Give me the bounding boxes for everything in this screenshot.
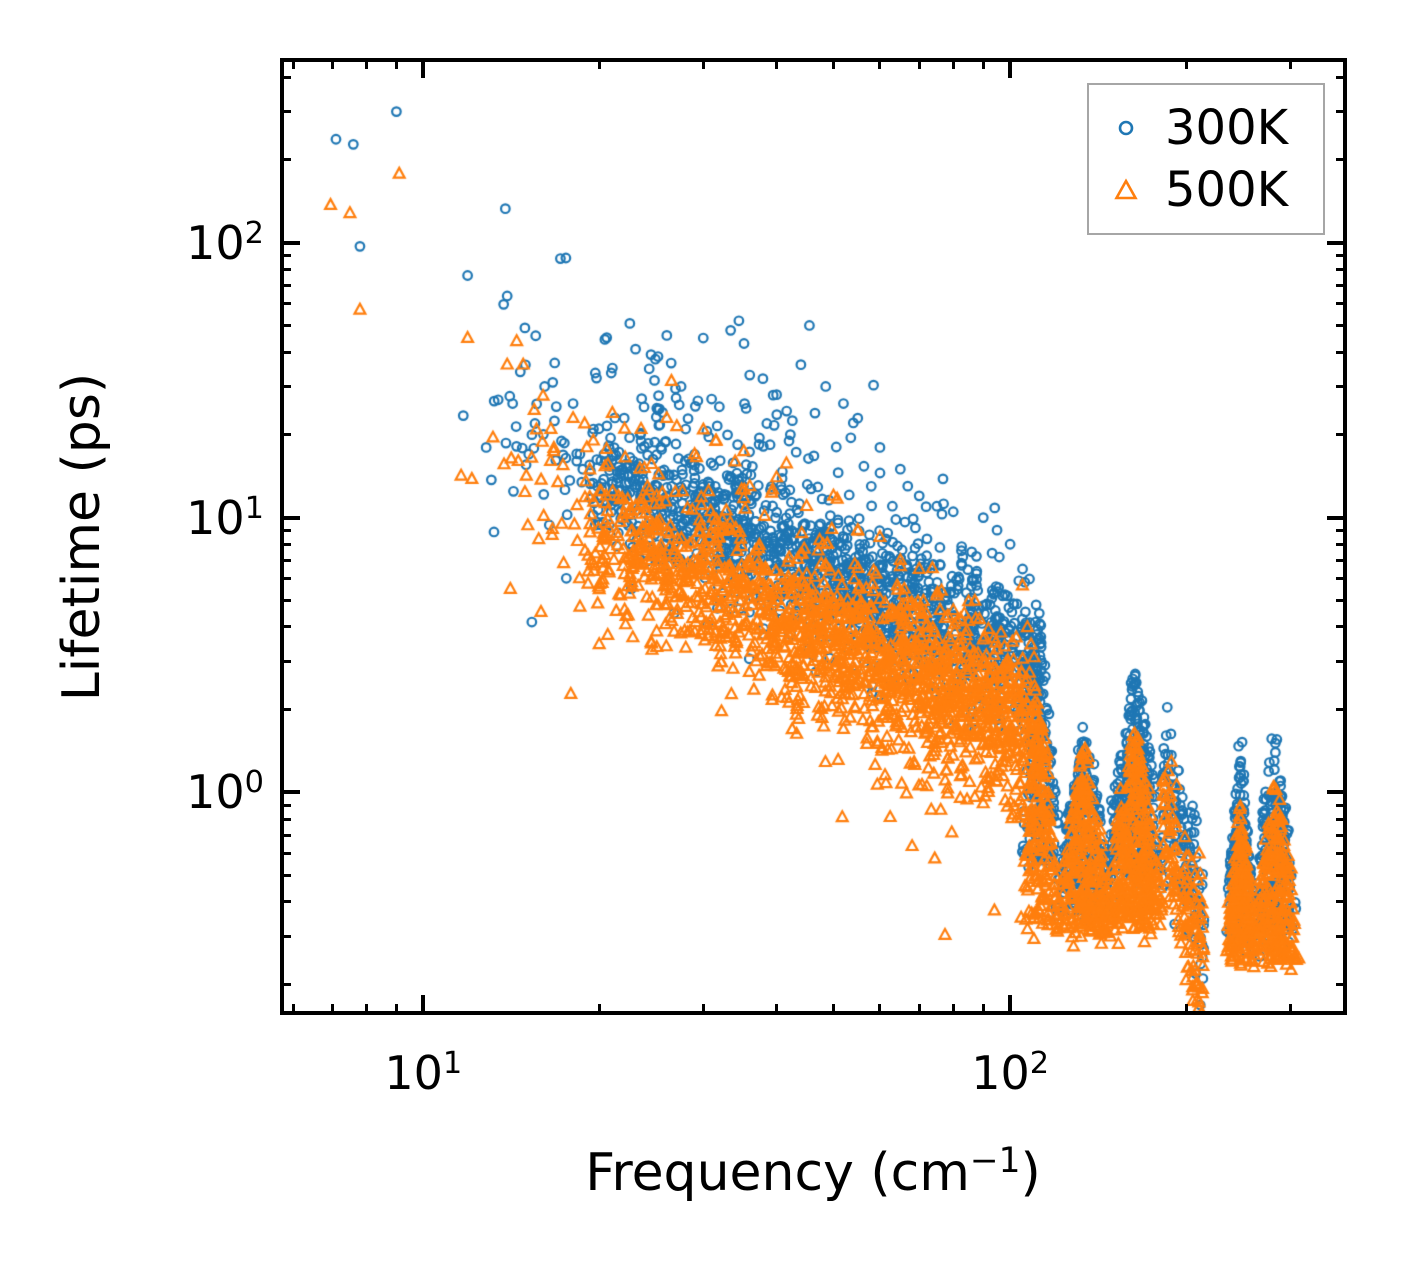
y-axis-label: Lifetime (ps) [52,372,112,702]
x-tick-label: 101 [384,1045,463,1101]
legend-entry-300k: 300K [1111,104,1323,152]
legend-label-300k: 300K [1165,99,1289,156]
circle-marker-icon [1111,115,1141,141]
triangle-marker-icon [1111,177,1141,203]
x-axis-label-pre: Frequency (cm [585,1143,970,1204]
legend: 300K 500K [1087,83,1325,235]
legend-label-500k: 500K [1165,162,1289,219]
y-tick-label: 101 [186,490,264,545]
x-axis-label-sup: −1 [969,1140,1021,1181]
y-tick-label: 102 [186,215,264,270]
x-axis-label-post: ) [1020,1143,1041,1204]
legend-entry-500k: 500K [1111,166,1323,214]
x-axis-label: Frequency (cm−1) [585,1141,1041,1203]
x-tick-label: 102 [971,1045,1050,1101]
y-tick-label: 100 [186,765,264,820]
